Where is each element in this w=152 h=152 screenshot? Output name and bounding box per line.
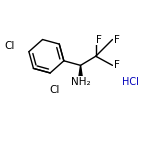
Polygon shape [78, 65, 83, 82]
Text: F: F [114, 60, 120, 70]
Text: F: F [114, 35, 120, 45]
Text: F: F [96, 35, 102, 45]
Text: HCl: HCl [122, 77, 139, 87]
Text: Cl: Cl [50, 85, 60, 95]
Text: NH₂: NH₂ [71, 77, 90, 87]
Text: Cl: Cl [4, 41, 14, 51]
